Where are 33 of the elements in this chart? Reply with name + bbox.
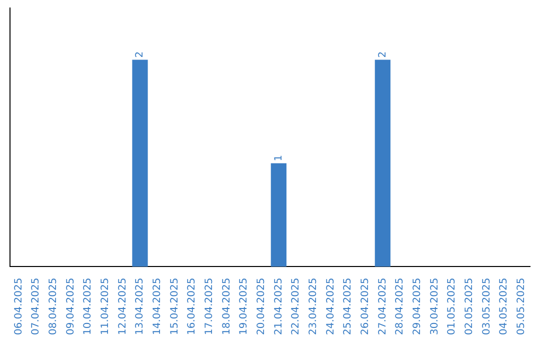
- x-tick-label: 26.04.2025: [360, 278, 371, 336]
- x-tick-label: 10.04.2025: [82, 278, 94, 336]
- x-tick-label: 18.04.2025: [221, 278, 232, 336]
- data-label: 2: [134, 51, 146, 58]
- x-tick-label: 14.04.2025: [152, 278, 163, 336]
- x-tick-label: 16.04.2025: [186, 278, 198, 336]
- data-label: 2: [377, 51, 388, 58]
- x-tick-label: 27.04.2025: [377, 278, 388, 336]
- x-tick-label: 29.04.2025: [412, 278, 423, 336]
- x-tick-label: 25.04.2025: [342, 278, 354, 336]
- x-tick-label: 19.04.2025: [238, 278, 250, 336]
- x-tick-label: 24.04.2025: [325, 278, 336, 336]
- x-tick-label: 30.04.2025: [429, 278, 440, 336]
- x-tick-label: 11.04.2025: [100, 278, 111, 336]
- x-tick-label: 21.04.2025: [273, 278, 284, 336]
- x-tick-label: 12.04.2025: [117, 278, 128, 336]
- x-tick-label: 01.05.2025: [446, 278, 458, 336]
- x-tick-label: 03.05.2025: [481, 278, 492, 336]
- x-tick-label: 15.04.2025: [169, 278, 180, 336]
- x-tick-label: 22.04.2025: [290, 278, 302, 336]
- data-label: 1: [273, 154, 284, 162]
- x-tick-label: 17.04.2025: [204, 278, 215, 336]
- x-tick-label: 20.04.2025: [256, 278, 267, 336]
- x-tick-label: 09.04.2025: [65, 278, 76, 336]
- x-tick-label: 08.04.2025: [48, 278, 59, 336]
- x-tick-label: 23.04.2025: [308, 278, 319, 336]
- x-tick-label: 07.04.2025: [30, 278, 42, 336]
- x-tick-label: 13.04.2025: [134, 278, 146, 336]
- x-tick-label: 04.05.2025: [498, 278, 510, 336]
- x-tick-label: 06.04.2025: [13, 278, 24, 336]
- x-tick-label: 05.05.2025: [516, 278, 527, 336]
- x-tick-label: 28.04.2025: [394, 278, 406, 336]
- x-tick-label: 02.05.2025: [464, 278, 475, 336]
